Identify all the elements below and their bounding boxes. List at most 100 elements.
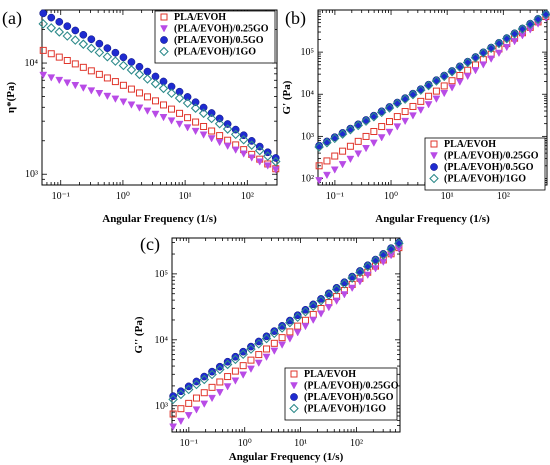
legend-label: (PLA/EVOH)/0.25GO bbox=[444, 151, 539, 162]
data-point bbox=[385, 118, 393, 126]
x-tick-label: 10⁻¹ bbox=[52, 191, 70, 202]
x-tick-label: 10² bbox=[497, 191, 510, 202]
data-point bbox=[472, 61, 480, 69]
data-point bbox=[401, 108, 409, 116]
data-point bbox=[369, 111, 379, 122]
data-point bbox=[176, 417, 185, 426]
data-point bbox=[216, 378, 224, 386]
data-point bbox=[431, 76, 442, 86]
data-point bbox=[293, 311, 302, 320]
x-axis-title: Angular Frequency (1/s) bbox=[102, 213, 217, 225]
data-point bbox=[361, 116, 371, 126]
data-point bbox=[339, 147, 347, 155]
data-point bbox=[119, 53, 128, 62]
data-point bbox=[293, 329, 302, 337]
data-point bbox=[215, 362, 224, 371]
data-point bbox=[409, 112, 417, 120]
legend bbox=[424, 137, 546, 191]
data-point bbox=[270, 156, 281, 167]
legend-label: (PLA/EVOH)/1GO bbox=[304, 404, 386, 415]
data-point bbox=[331, 152, 339, 160]
data-point bbox=[169, 410, 177, 418]
data-point bbox=[182, 98, 193, 108]
data-point bbox=[231, 377, 240, 385]
data-point bbox=[300, 306, 311, 317]
data-point bbox=[175, 120, 184, 129]
data-point bbox=[432, 95, 441, 103]
y-tick-label: 10⁴ bbox=[25, 58, 39, 69]
data-point bbox=[208, 394, 216, 403]
data-point bbox=[175, 87, 184, 96]
data-point bbox=[135, 89, 143, 97]
legend-marker bbox=[290, 382, 298, 390]
data-point bbox=[176, 109, 184, 117]
data-point bbox=[238, 134, 249, 145]
data-point bbox=[176, 389, 186, 400]
data-point bbox=[79, 84, 88, 92]
data-point bbox=[47, 74, 56, 82]
y-axis-title: G' (Pa) bbox=[281, 80, 293, 114]
data-point bbox=[87, 87, 96, 95]
data-point bbox=[79, 30, 88, 39]
data-point bbox=[362, 132, 370, 140]
x-tick-label: 10⁻¹ bbox=[180, 438, 198, 449]
data-point bbox=[448, 84, 456, 92]
data-point bbox=[494, 38, 504, 49]
data-point bbox=[371, 255, 380, 264]
data-point bbox=[230, 129, 241, 140]
data-point bbox=[386, 244, 396, 254]
data-point bbox=[190, 103, 201, 113]
data-point bbox=[278, 334, 286, 342]
data-point bbox=[316, 295, 326, 306]
data-point bbox=[346, 155, 355, 164]
data-point bbox=[308, 301, 319, 312]
data-point bbox=[392, 98, 403, 109]
legend-marker bbox=[290, 393, 298, 401]
data-point bbox=[324, 304, 333, 312]
data-point bbox=[502, 33, 512, 44]
data-point bbox=[166, 88, 177, 99]
data-point bbox=[54, 27, 65, 37]
legend bbox=[154, 10, 276, 64]
series-4 bbox=[314, 9, 550, 152]
data-point bbox=[415, 85, 426, 95]
legend-marker bbox=[290, 370, 298, 378]
data-point bbox=[363, 261, 372, 270]
data-point bbox=[301, 316, 309, 324]
x-tick-label: 10¹ bbox=[441, 191, 454, 202]
data-point bbox=[331, 284, 342, 295]
data-point bbox=[200, 372, 209, 381]
data-point bbox=[223, 142, 232, 151]
data-point bbox=[207, 369, 217, 380]
data-point bbox=[315, 141, 323, 150]
series-4 bbox=[168, 238, 404, 405]
legend-label: (PLA/EVOH)/1GO bbox=[444, 174, 526, 185]
legend-marker bbox=[159, 46, 169, 57]
data-point bbox=[417, 97, 425, 105]
data-point bbox=[517, 24, 528, 34]
data-point bbox=[223, 383, 232, 391]
data-point bbox=[393, 123, 402, 131]
data-point bbox=[263, 345, 271, 353]
data-point bbox=[223, 120, 232, 128]
data-point bbox=[324, 290, 334, 300]
x-axis-title: Angular Frequency (1/s) bbox=[375, 213, 490, 225]
legend-label: (PLA/EVOH)/0.5GO bbox=[174, 35, 264, 46]
data-point bbox=[103, 92, 112, 101]
data-point bbox=[464, 66, 472, 74]
data-point bbox=[285, 335, 294, 343]
data-point bbox=[323, 171, 331, 180]
data-point bbox=[348, 284, 357, 293]
data-point bbox=[231, 367, 239, 375]
data-point bbox=[354, 150, 363, 158]
legend-marker bbox=[430, 140, 438, 148]
y-tick-label: 10⁴ bbox=[155, 335, 169, 346]
data-point bbox=[215, 114, 224, 123]
series-4 bbox=[38, 19, 281, 167]
data-point bbox=[353, 120, 363, 131]
data-point bbox=[401, 117, 410, 126]
data-point bbox=[168, 394, 178, 405]
data-point bbox=[533, 14, 543, 25]
data-point bbox=[309, 310, 317, 318]
data-point bbox=[463, 72, 472, 81]
